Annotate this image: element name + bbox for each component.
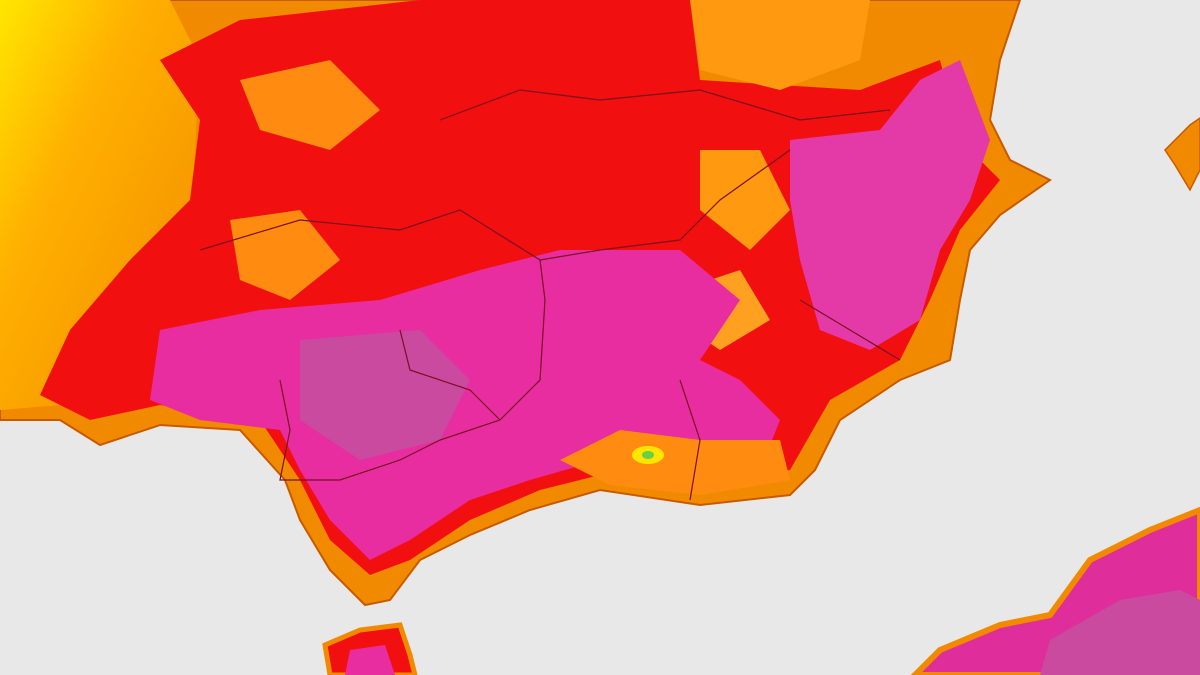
africa-extreme (345, 645, 395, 675)
west-warm-zone (0, 0, 200, 410)
island (1164, 117, 1200, 192)
warm-patch (240, 60, 380, 150)
cool-spot (642, 451, 654, 459)
africa-extreme-core (1040, 590, 1200, 675)
extreme-zone (790, 60, 990, 350)
extreme-core (300, 330, 470, 460)
warm-patch (690, 0, 870, 90)
extreme-zone (150, 250, 780, 560)
coastal-warm (560, 430, 790, 495)
warm-patch (700, 150, 790, 250)
region-borders (199, 89, 901, 501)
